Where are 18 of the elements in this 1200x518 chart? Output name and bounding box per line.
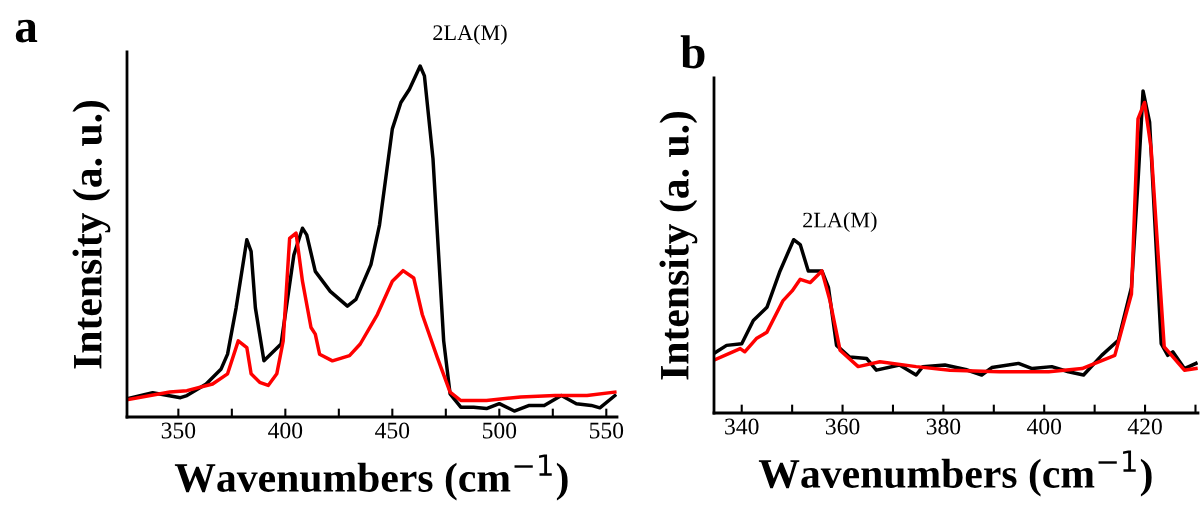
x-axis-title: Wavenumbers (cm$^{−1}$) xyxy=(758,450,1152,497)
x-tick-label: 360 xyxy=(825,418,860,435)
y-axis-title: Intensity (a. u.) xyxy=(72,100,111,369)
chart-title: a xyxy=(15,19,38,43)
x-tick-label: 400 xyxy=(268,422,303,439)
x-tick-label: 450 xyxy=(375,422,410,439)
x-tick-label: 500 xyxy=(482,422,517,439)
x-axis-title: Wavenumbers (cm$^{−1}$) xyxy=(174,454,568,501)
x-tick-label: 400 xyxy=(1026,418,1062,435)
y-axis-title: Intensity (a. u.) xyxy=(659,111,698,380)
chart-title: b xyxy=(680,35,705,69)
annotation: 2LA(M) xyxy=(803,211,877,233)
text: 2LA(M) xyxy=(433,24,507,45)
x-tick-label: 420 xyxy=(1127,418,1162,435)
x-tick-label: 350 xyxy=(161,422,196,439)
x-tick-label: 380 xyxy=(926,418,961,435)
x-tick-label: 340 xyxy=(725,418,759,435)
x-tick-label: 550 xyxy=(589,422,624,439)
